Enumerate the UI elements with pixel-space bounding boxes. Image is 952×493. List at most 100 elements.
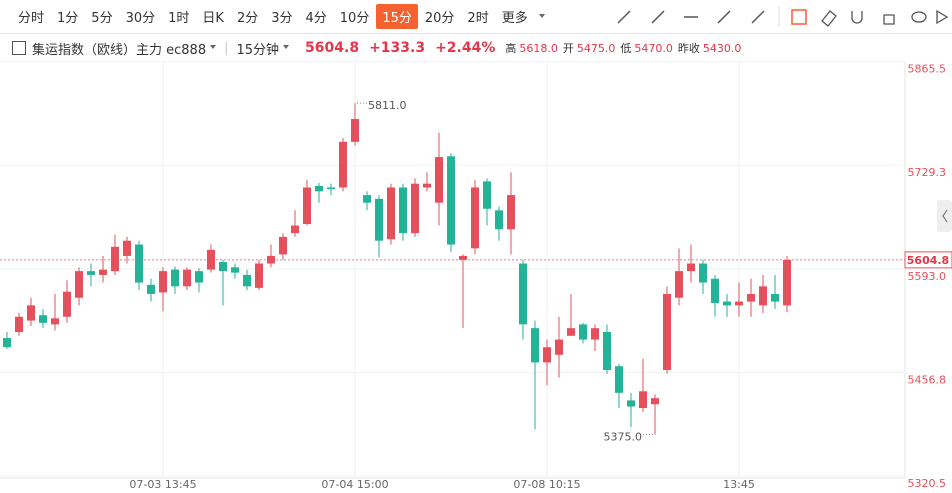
candle-body — [243, 274, 251, 287]
y-tick-label: 5593.0 — [908, 270, 947, 283]
candle-body — [63, 291, 71, 317]
interval-button[interactable]: 日K — [202, 11, 224, 26]
candle-body — [459, 255, 467, 260]
stat: 昨收 5430.0 — [678, 40, 742, 56]
candle-body — [51, 318, 59, 325]
candle-body — [771, 293, 779, 302]
change-pct: +2.44% — [435, 40, 496, 56]
x-tick-label: 07-08 10:15 — [513, 478, 580, 491]
x-tick-label: 13:45 — [723, 478, 755, 491]
interval-button[interactable]: 2分 — [236, 11, 259, 26]
stats: 高 5618.0 开 5475.0 低 5470.0 昨收 5430.0 — [505, 40, 746, 56]
divider: | — [224, 40, 229, 56]
candle-body — [39, 315, 47, 323]
caret — [283, 45, 290, 49]
price: 5604.8 — [305, 40, 360, 56]
candle-body — [351, 119, 359, 142]
candle-body — [195, 271, 203, 283]
candle-body — [123, 240, 131, 256]
caret — [210, 45, 217, 49]
tool-icons — [617, 6, 949, 27]
candle-body — [555, 339, 563, 355]
change: +133.3 — [369, 40, 426, 56]
interval-button[interactable]: 2时 — [467, 11, 489, 26]
misc-tools[interactable] — [821, 9, 949, 27]
candle-body — [387, 187, 395, 240]
candle-body — [603, 331, 611, 371]
stat-value: 5470.0 — [634, 42, 673, 55]
side-tab[interactable] — [937, 200, 952, 232]
candle-body — [591, 328, 599, 340]
interval-button[interactable]: 4分 — [305, 11, 327, 26]
candle-body — [111, 246, 119, 272]
candle-body — [147, 284, 155, 294]
interval-list: 分时 1分 5分 30分 1时 日K 2分 3分 4分 10分 15分 20分 2时 更多 — [12, 4, 553, 29]
toolbar: 分时 1分 5分 30分 1时 日K 2分 3分 4分 10分 15分 20分 2时 更多 — [0, 0, 952, 34]
x-tick-label: 07-03 13:45 — [129, 478, 196, 491]
interval-button[interactable]: 1时 — [168, 11, 190, 26]
candle-body — [471, 187, 479, 249]
candle-body — [531, 328, 539, 363]
candle-body — [519, 263, 527, 325]
candle-body — [639, 391, 647, 409]
candle-body — [447, 156, 455, 245]
interval-button[interactable]: 1分 — [57, 11, 79, 26]
candle-body — [255, 263, 263, 288]
candle-body — [279, 236, 287, 255]
candle-body — [411, 183, 419, 234]
interval-button[interactable]: 分时 — [18, 11, 45, 26]
candle-body — [711, 278, 719, 304]
draw-tools[interactable] — [617, 9, 765, 24]
candle-body — [423, 183, 431, 188]
candle-body — [615, 366, 623, 393]
y-tick-label: 5865.5 — [908, 63, 947, 76]
candle-body — [99, 269, 107, 275]
candle-body — [219, 262, 227, 272]
candle-body — [75, 271, 83, 298]
interval-button[interactable]: 5分 — [91, 11, 113, 26]
stat-label: 开 — [562, 42, 574, 55]
symbol[interactable]: 集运指数（欧线）主力 ec888 — [32, 42, 207, 58]
caret — [538, 13, 545, 18]
candle-body — [759, 286, 767, 306]
candle-body — [327, 187, 335, 190]
candle-body — [207, 249, 215, 270]
candle-body — [747, 293, 755, 302]
interval-button[interactable]: 10分 — [339, 11, 370, 26]
symbol-icon — [12, 41, 26, 55]
candle-body — [363, 195, 371, 203]
candle-body — [627, 400, 635, 407]
annotation-label: 5375.0 — [604, 431, 643, 444]
candle-body — [543, 347, 551, 363]
candle-body — [699, 263, 707, 283]
candle-body — [687, 263, 695, 272]
y-tick-label: 5320.5 — [908, 477, 947, 490]
candle-body — [3, 338, 11, 348]
interval-button[interactable]: 3分 — [271, 11, 293, 26]
candle-body — [27, 305, 35, 321]
period[interactable]: 15分钟 — [236, 42, 280, 58]
interval-button[interactable]: 更多 — [501, 11, 528, 26]
interval-button[interactable]: 20分 — [424, 11, 455, 26]
candle-body — [231, 267, 239, 273]
candle-body — [783, 259, 791, 306]
interval-button[interactable]: 15分 — [376, 4, 418, 29]
annotation-label: 5811.0 — [368, 99, 407, 112]
quote-header: 集运指数（欧线）主力 ec888 | 15分钟 5604.8 +133.3 +2… — [0, 34, 900, 62]
stat-value: 5475.0 — [576, 42, 616, 55]
candle-body — [735, 301, 743, 306]
candle-body — [315, 185, 323, 192]
candle-body — [651, 398, 659, 405]
stat-label: 昨收 — [677, 42, 700, 55]
last-price-label: 5604.8 — [907, 254, 949, 267]
stat: 低 5470.0 — [620, 40, 673, 56]
edit-tool[interactable] — [791, 8, 807, 25]
candle-body — [303, 187, 311, 224]
candle-body — [291, 225, 299, 234]
candle-body — [399, 187, 407, 234]
candle-body — [579, 324, 587, 340]
candle-body — [663, 293, 671, 371]
interval-button[interactable]: 30分 — [125, 11, 156, 26]
